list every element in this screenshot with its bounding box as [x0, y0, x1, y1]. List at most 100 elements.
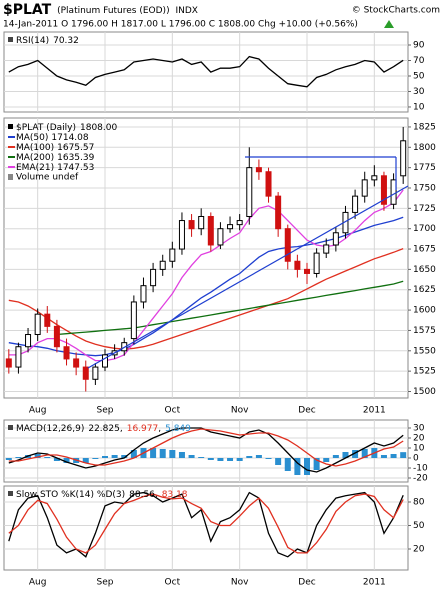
separator: , — [158, 424, 161, 434]
y-tick-label: 50 — [413, 71, 425, 81]
legend-name: MA(50) — [16, 133, 48, 143]
candle-body — [63, 346, 70, 360]
series-line — [8, 247, 404, 350]
legend-entry: EMA(21) 1747.53 — [16, 163, 94, 173]
y-tick-label: 1500 — [413, 387, 436, 397]
y-tick-label: 1750 — [413, 184, 436, 194]
candle-body — [82, 366, 89, 380]
legend-name: EMA(21) — [16, 163, 54, 173]
y-tick-label: 50 — [413, 521, 425, 531]
x-tick-label: Sep — [97, 406, 114, 416]
y-tick-label: 1650 — [413, 265, 436, 275]
series-line — [8, 55, 404, 88]
candle-body — [15, 346, 22, 368]
histogram-bar — [5, 458, 12, 460]
y-tick-label: 1800 — [413, 143, 436, 153]
y-tick-label: 30 — [413, 87, 425, 97]
histogram-bar — [15, 457, 22, 458]
panel-value: 83.18 — [162, 490, 188, 500]
series-line — [56, 280, 404, 336]
panel — [3, 485, 409, 571]
histogram-bar — [400, 452, 407, 458]
separator: , — [120, 424, 123, 434]
histogram-bar — [44, 457, 51, 458]
histogram-bar — [361, 449, 368, 458]
separator: , — [155, 490, 158, 500]
y-tick-label: 1725 — [413, 204, 436, 214]
histogram-bar — [169, 450, 176, 458]
histogram-bar — [313, 458, 320, 470]
legend-entry: MA(50) 1714.08 — [16, 133, 89, 143]
y-tick-label: 70 — [413, 56, 425, 66]
y-tick-label: 20 — [413, 434, 425, 444]
x-tick-label: Dec — [298, 406, 315, 416]
header: $PLAT (Platinum Futures (EOD)) INDX — [3, 2, 198, 18]
credit: © StockCharts.com — [352, 6, 440, 16]
histogram-bar — [380, 455, 387, 458]
histogram-bar — [390, 454, 397, 458]
panel-value: 16.977 — [127, 424, 159, 434]
candle-body — [265, 171, 272, 197]
histogram-bar — [255, 455, 262, 458]
histogram-bar — [92, 458, 99, 459]
y-tick-label: 1525 — [413, 367, 436, 377]
panel-value: 22.825 — [88, 424, 120, 434]
y-tick-label: 1825 — [413, 122, 436, 132]
candle-body — [73, 358, 80, 368]
y-tick-label: 90 — [413, 41, 425, 51]
legend-marker — [8, 425, 13, 430]
y-tick-label: 0 — [413, 454, 419, 464]
y-tick-label: 10 — [413, 444, 425, 454]
histogram-bar — [275, 458, 282, 465]
y-tick-label: 10 — [413, 102, 425, 112]
y-tick-label: 20 — [413, 545, 425, 555]
legend-value: 1635.39 — [57, 153, 94, 163]
legend-entry: MA(100) 1675.57 — [16, 143, 94, 153]
series-line — [8, 491, 404, 558]
legend-value: 1808.00 — [80, 123, 117, 133]
y-tick-label: 30 — [413, 424, 425, 434]
y-tick-label: 1700 — [413, 224, 436, 234]
histogram-bar — [150, 448, 157, 458]
candle-body — [332, 232, 339, 246]
exchange: INDX — [175, 6, 197, 16]
histogram-bar — [188, 455, 195, 458]
panel-value: 88.56 — [129, 490, 155, 500]
panel-title-text: MACD(12,26,9) — [16, 424, 84, 434]
histogram-bar — [265, 458, 272, 459]
histogram-bar — [198, 457, 205, 458]
panel-title-text: Slow STO %K(14) %D(3) — [16, 490, 125, 500]
legend-entry: MA(200) 1635.39 — [16, 153, 95, 163]
candle-body — [304, 268, 310, 274]
candle-body — [323, 244, 330, 254]
y-tick-label: 1675 — [413, 245, 436, 255]
histogram-bar — [121, 455, 128, 458]
candle-body — [380, 175, 387, 205]
x-tick-label: Sep — [97, 578, 114, 588]
candle-body — [5, 358, 12, 368]
legend-marker — [8, 491, 13, 496]
histogram-bar — [342, 452, 349, 458]
legend-name: MA(100) — [16, 143, 54, 153]
x-tick-label: Aug — [29, 578, 47, 588]
candle-body — [352, 195, 359, 213]
legend-marker — [8, 37, 13, 42]
candle-body — [275, 195, 282, 230]
y-tick-label: 1625 — [413, 285, 436, 295]
legend-entry: Volume undef — [16, 173, 79, 183]
y-tick-label: -10 — [413, 464, 428, 474]
histogram-bar — [34, 454, 41, 458]
candle-body — [198, 215, 205, 230]
x-tick-label: Aug — [29, 406, 47, 416]
histogram-bar — [332, 455, 339, 458]
histogram-bar — [53, 458, 60, 461]
candle-body — [150, 268, 157, 287]
histogram-bar — [102, 456, 108, 458]
candle-body — [25, 334, 32, 348]
legend-marker — [8, 174, 13, 180]
histogram-bar — [304, 458, 310, 475]
candle-body — [294, 260, 301, 270]
x-tick-label: Nov — [231, 406, 249, 416]
candle-body — [361, 179, 368, 197]
candle-body — [207, 215, 214, 246]
